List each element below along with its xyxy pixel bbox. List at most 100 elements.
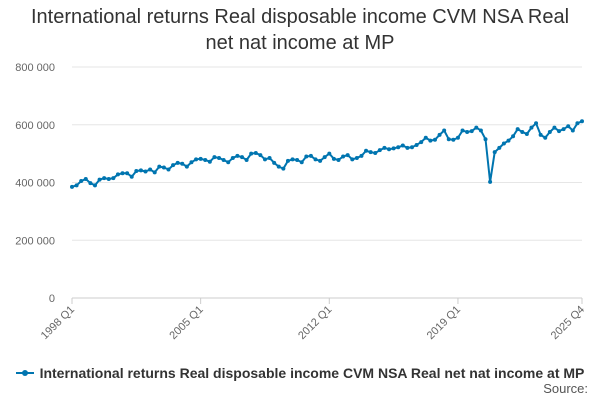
data-point[interactable] bbox=[203, 157, 208, 162]
data-point[interactable] bbox=[285, 158, 290, 163]
data-point[interactable] bbox=[70, 184, 74, 189]
data-point[interactable] bbox=[230, 155, 235, 160]
data-point[interactable] bbox=[331, 156, 336, 161]
data-point[interactable] bbox=[538, 132, 543, 137]
data-point[interactable] bbox=[304, 154, 309, 159]
data-point[interactable] bbox=[341, 154, 346, 159]
data-point[interactable] bbox=[534, 121, 539, 126]
data-point[interactable] bbox=[350, 157, 355, 162]
data-point[interactable] bbox=[134, 168, 139, 173]
data-point[interactable] bbox=[194, 157, 199, 162]
data-point[interactable] bbox=[377, 148, 382, 153]
data-point[interactable] bbox=[506, 138, 511, 143]
data-point[interactable] bbox=[295, 157, 300, 162]
data-point[interactable] bbox=[368, 150, 373, 155]
data-point[interactable] bbox=[497, 145, 502, 150]
data-point[interactable] bbox=[102, 176, 107, 181]
chart-legend[interactable]: International returns Real disposable in… bbox=[0, 363, 600, 383]
data-point[interactable] bbox=[198, 156, 203, 161]
data-point[interactable] bbox=[83, 177, 88, 182]
data-point[interactable] bbox=[460, 128, 465, 133]
data-point[interactable] bbox=[74, 183, 79, 188]
data-point[interactable] bbox=[217, 155, 222, 160]
data-point[interactable] bbox=[543, 135, 548, 140]
data-point[interactable] bbox=[455, 135, 460, 140]
data-point[interactable] bbox=[184, 164, 189, 169]
data-point[interactable] bbox=[359, 153, 364, 158]
data-point[interactable] bbox=[483, 137, 488, 142]
data-point[interactable] bbox=[552, 125, 557, 130]
data-point[interactable] bbox=[290, 157, 295, 162]
data-point[interactable] bbox=[276, 164, 281, 169]
data-point[interactable] bbox=[97, 177, 102, 182]
data-point[interactable] bbox=[281, 166, 286, 171]
data-point[interactable] bbox=[322, 155, 327, 160]
data-point[interactable] bbox=[414, 142, 419, 147]
data-point[interactable] bbox=[478, 128, 483, 133]
data-point[interactable] bbox=[561, 127, 566, 132]
data-point[interactable] bbox=[437, 132, 442, 137]
data-point[interactable] bbox=[207, 159, 212, 164]
data-point[interactable] bbox=[249, 151, 254, 156]
data-point[interactable] bbox=[166, 167, 171, 172]
data-point[interactable] bbox=[120, 171, 125, 176]
data-point[interactable] bbox=[143, 169, 148, 174]
data-point[interactable] bbox=[419, 140, 424, 145]
data-point[interactable] bbox=[272, 160, 277, 165]
data-point[interactable] bbox=[373, 151, 378, 156]
data-point[interactable] bbox=[557, 129, 562, 134]
data-point[interactable] bbox=[79, 179, 84, 184]
data-point[interactable] bbox=[235, 153, 240, 158]
data-point[interactable] bbox=[161, 165, 166, 170]
data-point[interactable] bbox=[226, 160, 231, 165]
data-point[interactable] bbox=[432, 137, 437, 142]
data-point[interactable] bbox=[92, 183, 97, 188]
data-point[interactable] bbox=[308, 153, 313, 158]
data-point[interactable] bbox=[336, 157, 341, 162]
data-point[interactable] bbox=[318, 158, 323, 163]
data-point[interactable] bbox=[152, 170, 157, 175]
data-point[interactable] bbox=[258, 153, 263, 158]
data-point[interactable] bbox=[111, 176, 116, 181]
data-point[interactable] bbox=[492, 150, 497, 155]
data-point[interactable] bbox=[354, 155, 359, 160]
data-point[interactable] bbox=[221, 157, 226, 162]
data-point[interactable] bbox=[520, 129, 525, 134]
data-point[interactable] bbox=[515, 127, 520, 132]
data-point[interactable] bbox=[575, 121, 580, 126]
data-point[interactable] bbox=[299, 160, 304, 165]
data-point[interactable] bbox=[175, 160, 180, 165]
data-point[interactable] bbox=[212, 155, 217, 160]
data-point[interactable] bbox=[138, 168, 143, 173]
data-point[interactable] bbox=[524, 131, 529, 136]
data-point[interactable] bbox=[529, 125, 534, 130]
data-point[interactable] bbox=[129, 174, 134, 179]
data-point[interactable] bbox=[148, 167, 153, 172]
data-point[interactable] bbox=[387, 147, 392, 152]
data-point[interactable] bbox=[396, 145, 401, 150]
data-point[interactable] bbox=[442, 128, 447, 133]
data-point[interactable] bbox=[115, 172, 120, 177]
data-point[interactable] bbox=[125, 171, 130, 176]
data-point[interactable] bbox=[88, 181, 93, 186]
data-point[interactable] bbox=[106, 177, 111, 182]
data-point[interactable] bbox=[364, 148, 369, 153]
data-point[interactable] bbox=[240, 155, 244, 160]
data-point[interactable] bbox=[465, 129, 470, 134]
data-point[interactable] bbox=[262, 157, 267, 162]
data-point[interactable] bbox=[423, 135, 428, 140]
data-point[interactable] bbox=[157, 164, 162, 169]
data-point[interactable] bbox=[511, 134, 516, 139]
data-point[interactable] bbox=[313, 157, 318, 162]
data-point[interactable] bbox=[244, 157, 249, 162]
data-point[interactable] bbox=[428, 138, 433, 143]
data-point[interactable] bbox=[391, 146, 396, 151]
data-point[interactable] bbox=[570, 128, 575, 133]
data-point[interactable] bbox=[345, 153, 350, 158]
data-point[interactable] bbox=[253, 151, 258, 156]
data-point[interactable] bbox=[474, 125, 479, 130]
data-point[interactable] bbox=[382, 145, 387, 150]
data-point[interactable] bbox=[327, 151, 332, 156]
data-point[interactable] bbox=[180, 161, 185, 166]
data-point[interactable] bbox=[171, 163, 176, 168]
